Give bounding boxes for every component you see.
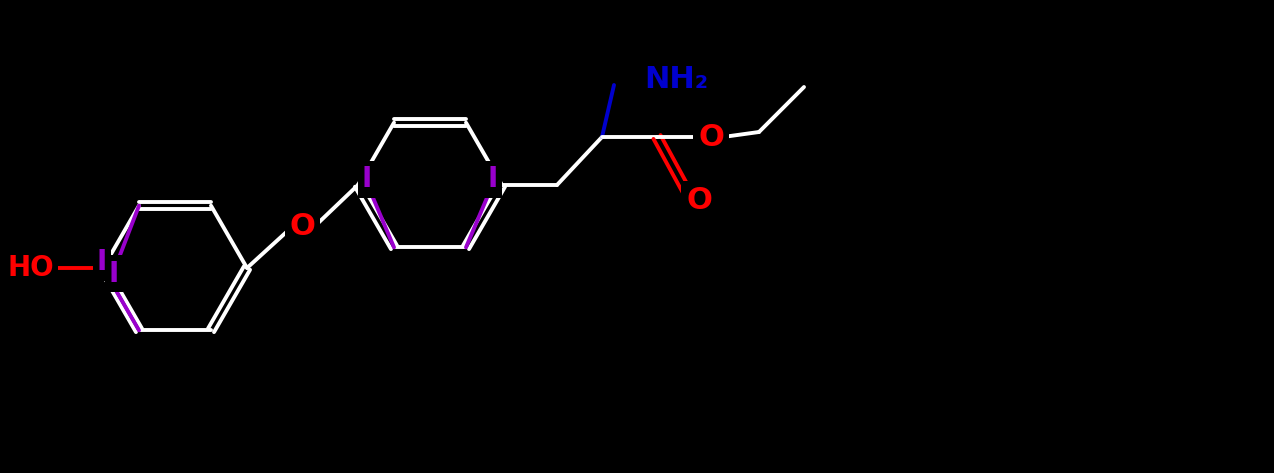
Text: HO: HO xyxy=(8,254,55,282)
Text: I: I xyxy=(108,260,120,288)
Text: I: I xyxy=(488,166,498,193)
Text: O: O xyxy=(289,212,316,241)
Text: O: O xyxy=(687,185,712,214)
Text: NH₂: NH₂ xyxy=(643,65,708,95)
Text: I: I xyxy=(97,248,107,276)
Text: I: I xyxy=(362,166,372,193)
Text: O: O xyxy=(698,123,724,151)
